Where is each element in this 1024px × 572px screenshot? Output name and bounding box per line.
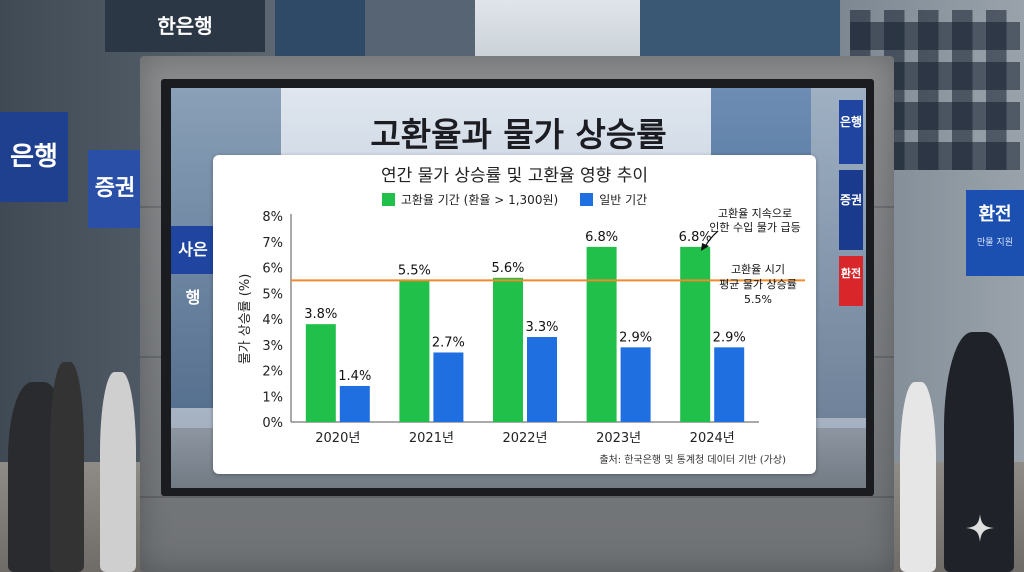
pedestrian [50, 362, 84, 572]
pedestrian [900, 382, 936, 572]
display-sign-right-red: 환전 [839, 256, 863, 306]
legend-item-high: 고환율 기간 (환율 > 1,300원) [381, 191, 559, 208]
sparkle-icon [966, 514, 994, 542]
data-label-normal: 3.3% [525, 320, 558, 335]
y-tick-label: 4% [262, 313, 283, 328]
board-seam [140, 496, 894, 498]
display-sign-right-mid: 증권 [839, 170, 863, 250]
data-label-high: 5.6% [491, 261, 524, 276]
data-label-normal: 1.4% [338, 369, 371, 384]
exchange-sign-sublabel: 만물 지원 [977, 237, 1013, 248]
bar-normal [527, 337, 557, 422]
data-label-normal: 2.7% [432, 335, 465, 350]
bar-chart: 0% 1% 2% 3% 4% 5% 6% 7% 8% 물가 상승률 (%) 3.8% 1.4% 2020… [238, 207, 805, 446]
data-label-normal: 2.9% [619, 330, 652, 345]
street-sign-top: 한은행 [105, 0, 265, 52]
y-tick-label: 5% [262, 287, 283, 302]
chart-legend: 고환율 기간 (환율 > 1,300원) 일반 기간 [213, 191, 816, 208]
reference-line-note: 평균 물가 상승률 [719, 278, 797, 291]
pedestrian [100, 372, 136, 572]
data-label-normal: 2.9% [713, 330, 746, 345]
bar-normal [714, 347, 745, 422]
x-tick-label: 2024년 [690, 431, 735, 446]
bar-high-rate [493, 277, 523, 422]
bar-high-rate [399, 280, 430, 422]
x-tick-label: 2020년 [315, 431, 360, 446]
legend-label-high: 고환율 기간 (환율 > 1,300원) [400, 193, 559, 207]
data-label-high: 5.5% [398, 263, 431, 278]
bar-high-rate [305, 324, 336, 422]
y-tick-label: 3% [262, 339, 283, 354]
surge-annotation: 인한 수입 물가 급등 [709, 221, 800, 234]
bar-high-rate [586, 246, 617, 422]
x-tick-label: 2021년 [409, 431, 454, 446]
x-tick-label: 2022년 [502, 431, 547, 446]
legend-swatch-blue [580, 193, 594, 206]
exchange-sign-label: 환전 [978, 204, 1012, 225]
legend-item-normal: 일반 기간 [580, 191, 647, 208]
bar-normal [433, 352, 464, 422]
street-sign-bank: 은행 [0, 112, 68, 202]
chart-source: 출처: 한국은행 및 통계청 데이터 기반 (가상) [599, 455, 786, 466]
x-tick-label: 2023년 [596, 431, 641, 446]
data-label-high: 6.8% [585, 230, 618, 245]
y-axis-label: 물가 상승률 (%) [238, 274, 253, 365]
building-facade [365, 0, 475, 60]
y-tick-label: 0% [262, 416, 283, 431]
annotation-arrowhead [701, 243, 709, 251]
bar-normal [620, 347, 651, 422]
street-sign-exchange: 환전 만물 지원 [966, 190, 1024, 276]
legend-swatch-green [381, 193, 395, 206]
chart-title: 연간 물가 상승률 및 고환율 영향 추이 [380, 166, 649, 186]
y-tick-label: 7% [262, 236, 283, 251]
y-tick-label: 2% [262, 365, 283, 380]
y-tick-label: 8% [262, 210, 283, 225]
chart-card: 0% 1% 2% 3% 4% 5% 6% 7% 8% 물가 상승률 (%) 3.8% 1.4% 2020… [213, 155, 816, 474]
bar-normal [339, 385, 370, 422]
street-sign-securities: 증권 [88, 150, 142, 228]
billboard-headline: 고환율과 물가 상승률 [370, 115, 667, 154]
bar-high-rate [680, 246, 711, 422]
display-sign-bank: 사은행 [171, 226, 215, 307]
data-label-high: 3.8% [304, 307, 337, 322]
reference-line-note: 고환율 시기 [731, 263, 785, 276]
data-label-high: 6.8% [679, 230, 712, 245]
legend-label-normal: 일반 기간 [599, 193, 648, 207]
display-sign-right-top: 은행 [839, 100, 863, 164]
reference-line-note: 5.5% [744, 293, 772, 306]
surge-annotation: 고환율 지속으로 [718, 207, 792, 220]
y-tick-label: 1% [262, 390, 283, 405]
y-tick-label: 6% [262, 262, 283, 277]
